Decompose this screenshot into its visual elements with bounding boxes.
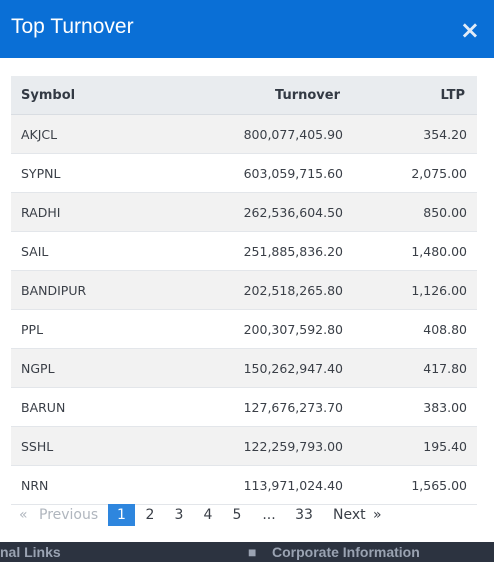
turnover-cell: 202,518,265.80: [243, 283, 343, 298]
symbol-cell: SAIL: [21, 244, 49, 259]
symbol-cell: BARUN: [21, 400, 66, 415]
table-row[interactable]: SSHL 122,259,793.00 195.40: [11, 427, 477, 466]
page-ellipsis: ...: [262, 507, 276, 523]
ltp-cell: 1,126.00: [411, 283, 467, 298]
ltp-cell: 195.40: [423, 439, 467, 454]
turnover-table: Symbol Turnover LTP AKJCL 800,077,405.90 3…: [11, 76, 477, 505]
first-page-icon[interactable]: «: [19, 507, 28, 523]
symbol-cell: RADHI: [21, 205, 61, 220]
turnover-cell: 251,885,836.20: [243, 244, 343, 259]
table-header: Symbol Turnover LTP: [11, 76, 477, 115]
background-bullet: ■: [248, 544, 257, 560]
column-header-turnover[interactable]: Turnover: [275, 88, 340, 103]
previous-page-link[interactable]: Previous: [39, 507, 99, 523]
symbol-cell: NRN: [21, 478, 49, 493]
modal-header: Top Turnover ×: [0, 0, 494, 58]
table-row[interactable]: NGPL 150,262,947.40 417.80: [11, 349, 477, 388]
symbol-cell: BANDIPUR: [21, 283, 87, 298]
page-link-2[interactable]: 2: [145, 507, 155, 523]
turnover-cell: 800,077,405.90: [243, 127, 343, 142]
column-header-symbol[interactable]: Symbol: [21, 88, 76, 103]
table-row[interactable]: PPL 200,307,592.80 408.80: [11, 310, 477, 349]
table-row[interactable]: BANDIPUR 202,518,265.80 1,126.00: [11, 271, 477, 310]
table-body: AKJCL 800,077,405.90 354.20 SYPNL 603,059,71…: [11, 115, 477, 505]
background-corporate-text: Corporate Information: [272, 544, 420, 560]
turnover-cell: 122,259,793.00: [243, 439, 343, 454]
last-page-icon[interactable]: »: [373, 507, 382, 523]
turnover-cell: 200,307,592.80: [243, 322, 343, 337]
page-link-5[interactable]: 5: [232, 507, 242, 523]
next-page-link[interactable]: Next: [333, 507, 366, 523]
ltp-cell: 2,075.00: [411, 166, 467, 181]
background-page-strip: nal Links ■ Corporate Information: [0, 542, 494, 562]
table-row[interactable]: NRN 113,971,024.40 1,565.00: [11, 466, 477, 505]
column-header-ltp[interactable]: LTP: [440, 88, 465, 103]
table-row[interactable]: BARUN 127,676,273.70 383.00: [11, 388, 477, 427]
top-turnover-modal: Top Turnover × Symbol Turnover LTP AKJCL…: [0, 0, 494, 542]
close-icon[interactable]: ×: [459, 16, 480, 44]
symbol-cell: NGPL: [21, 361, 55, 376]
page-link-33[interactable]: 33: [295, 507, 313, 523]
symbol-cell: SSHL: [21, 439, 54, 454]
turnover-cell: 113,971,024.40: [243, 478, 343, 493]
background-links-text: nal Links: [0, 544, 61, 560]
symbol-cell: PPL: [21, 322, 44, 337]
ltp-cell: 383.00: [423, 400, 467, 415]
page-link-3[interactable]: 3: [174, 507, 184, 523]
table-row[interactable]: RADHI 262,536,604.50 850.00: [11, 193, 477, 232]
modal-title: Top Turnover: [11, 15, 134, 38]
turnover-cell: 262,536,604.50: [243, 205, 343, 220]
table-row[interactable]: SAIL 251,885,836.20 1,480.00: [11, 232, 477, 271]
ltp-cell: 850.00: [423, 205, 467, 220]
table-row[interactable]: SYPNL 603,059,715.60 2,075.00: [11, 154, 477, 193]
pagination: « Previous 1 2 3 4 5 ... 33 Next »: [11, 504, 477, 528]
ltp-cell: 417.80: [423, 361, 467, 376]
ltp-cell: 1,565.00: [411, 478, 467, 493]
table-row[interactable]: AKJCL 800,077,405.90 354.20: [11, 115, 477, 154]
turnover-cell: 150,262,947.40: [243, 361, 343, 376]
symbol-cell: SYPNL: [21, 166, 61, 181]
ltp-cell: 1,480.00: [411, 244, 467, 259]
page-link-4[interactable]: 4: [203, 507, 213, 523]
turnover-cell: 127,676,273.70: [243, 400, 343, 415]
page-link-1[interactable]: 1: [108, 504, 135, 526]
symbol-cell: AKJCL: [21, 127, 58, 142]
turnover-cell: 603,059,715.60: [243, 166, 343, 181]
ltp-cell: 354.20: [423, 127, 467, 142]
ltp-cell: 408.80: [423, 322, 467, 337]
